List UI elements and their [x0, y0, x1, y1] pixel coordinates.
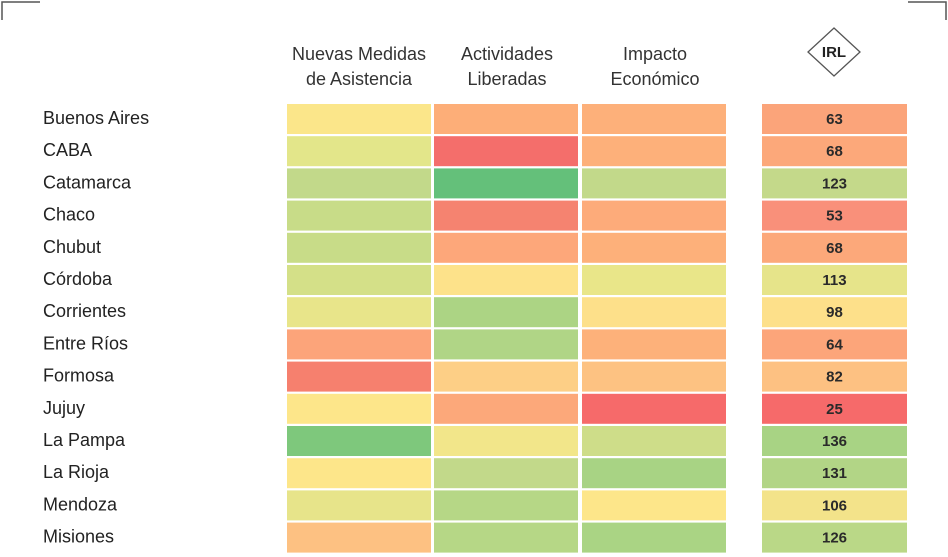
irl-diamond-icon — [807, 27, 861, 77]
heatmap-cell — [582, 361, 726, 392]
col-header-0-line-1: de Asistencia — [306, 69, 413, 89]
heatmap-cell — [287, 329, 431, 360]
irl-cell — [762, 329, 907, 360]
heatmap-cell — [434, 426, 578, 456]
irl-value-label: 53 — [826, 208, 843, 225]
irl-cell — [762, 265, 907, 295]
heatmap-cell — [287, 522, 431, 553]
row-label: La Pampa — [43, 430, 126, 450]
row-label: Corrientes — [43, 301, 126, 321]
irl-column-header: IRL — [822, 44, 846, 61]
heatmap-cell — [434, 522, 578, 553]
irl-cell — [762, 168, 907, 199]
irl-cell — [762, 458, 907, 489]
irl-value-label: 68 — [826, 143, 843, 160]
irl-cell — [762, 297, 907, 328]
heatmap-cell — [582, 297, 726, 328]
heatmap-cells — [287, 104, 726, 553]
heatmap-cell — [287, 297, 431, 328]
row-label: CABA — [43, 140, 92, 160]
row-label: Catamarca — [43, 172, 132, 192]
irl-value-label: 126 — [822, 530, 847, 547]
row-label: Chubut — [43, 237, 101, 257]
heatmap-cell — [582, 232, 726, 263]
irl-cell — [762, 522, 907, 553]
heatmap-cell — [287, 232, 431, 263]
irl-cell — [762, 104, 907, 134]
irl-value-label: 25 — [826, 401, 843, 418]
heatmap-cell — [582, 522, 726, 553]
irl-value-label: 98 — [826, 304, 843, 321]
irl-cell — [762, 393, 907, 424]
heatmap-cell — [582, 168, 726, 199]
irl-cells: 63 68 123 53 68 113 98 64 82 25 136 131 106 126 — [762, 104, 907, 553]
col-header-2-line-0: Impacto — [623, 44, 687, 64]
row-label: La Rioja — [43, 462, 110, 482]
heatmap-cell — [582, 490, 726, 521]
heatmap-cell — [582, 393, 726, 424]
irl-value-label: 64 — [826, 336, 843, 353]
row-label: Jujuy — [43, 398, 85, 418]
col-header-1-line-0: Actividades — [461, 44, 553, 64]
heatmap-cell — [582, 329, 726, 360]
irl-value-label: 136 — [822, 433, 847, 450]
row-label: Mendoza — [43, 494, 118, 514]
heatmap-cell — [434, 393, 578, 424]
heatmap-cell — [287, 393, 431, 424]
top-left-corner-mark — [1, 1, 40, 20]
heatmap-cell — [582, 426, 726, 456]
irl-cell — [762, 200, 907, 231]
irl-value-label: 63 — [826, 111, 843, 128]
row-label: Córdoba — [43, 269, 113, 289]
col-header-1-line-1: Liberadas — [467, 69, 546, 89]
heatmap-cell — [434, 361, 578, 392]
row-label: Chaco — [43, 205, 95, 225]
irl-value-label: 106 — [822, 497, 847, 514]
heatmap-cell — [287, 200, 431, 231]
heatmap-cell — [287, 136, 431, 167]
irl-cell — [762, 232, 907, 263]
heatmap-cell — [287, 168, 431, 199]
irl-cell — [762, 136, 907, 167]
col-header-2-line-1: Económico — [610, 69, 699, 89]
heatmap-cell — [287, 361, 431, 392]
heatmap-cell — [434, 104, 578, 134]
heatmap-cell — [434, 297, 578, 328]
row-labels: Buenos Aires CABA Catamarca Chaco Chubut Córd… — [43, 108, 149, 547]
irl-value-label: 113 — [822, 272, 846, 289]
irl-cell — [762, 426, 907, 456]
heatmap-cell — [434, 136, 578, 167]
row-label: Entre Ríos — [43, 333, 128, 353]
heatmap-cell — [434, 458, 578, 489]
heatmap-cell — [287, 104, 431, 134]
irl-value-label: 68 — [826, 240, 843, 257]
heatmap-cell — [434, 265, 578, 295]
top-right-corner-mark — [908, 1, 947, 20]
heatmap-cell — [434, 490, 578, 521]
heatmap-cell — [434, 200, 578, 231]
irl-value-label: 131 — [822, 465, 847, 482]
heatmap-cell — [582, 104, 726, 134]
irl-cell — [762, 361, 907, 392]
row-label: Formosa — [43, 366, 115, 386]
heatmap-cell — [287, 490, 431, 521]
heatmap-cell — [287, 265, 431, 295]
irl-value-label: 123 — [822, 175, 847, 192]
heatmap-cell — [434, 168, 578, 199]
heatmap-cell — [287, 426, 431, 456]
irl-value-label: 82 — [826, 369, 843, 386]
col-header-0-line-0: Nuevas Medidas — [292, 44, 426, 64]
irl-cell — [762, 490, 907, 521]
row-label: Buenos Aires — [43, 108, 149, 128]
heatmap-cell — [582, 458, 726, 489]
heatmap-cell — [582, 136, 726, 167]
heatmap-cell — [434, 329, 578, 360]
heatmap-cell — [287, 458, 431, 489]
heatmap-cell — [434, 232, 578, 263]
row-label: Misiones — [43, 527, 114, 547]
heatmap-cell — [582, 200, 726, 231]
heatmap-cell — [582, 265, 726, 295]
